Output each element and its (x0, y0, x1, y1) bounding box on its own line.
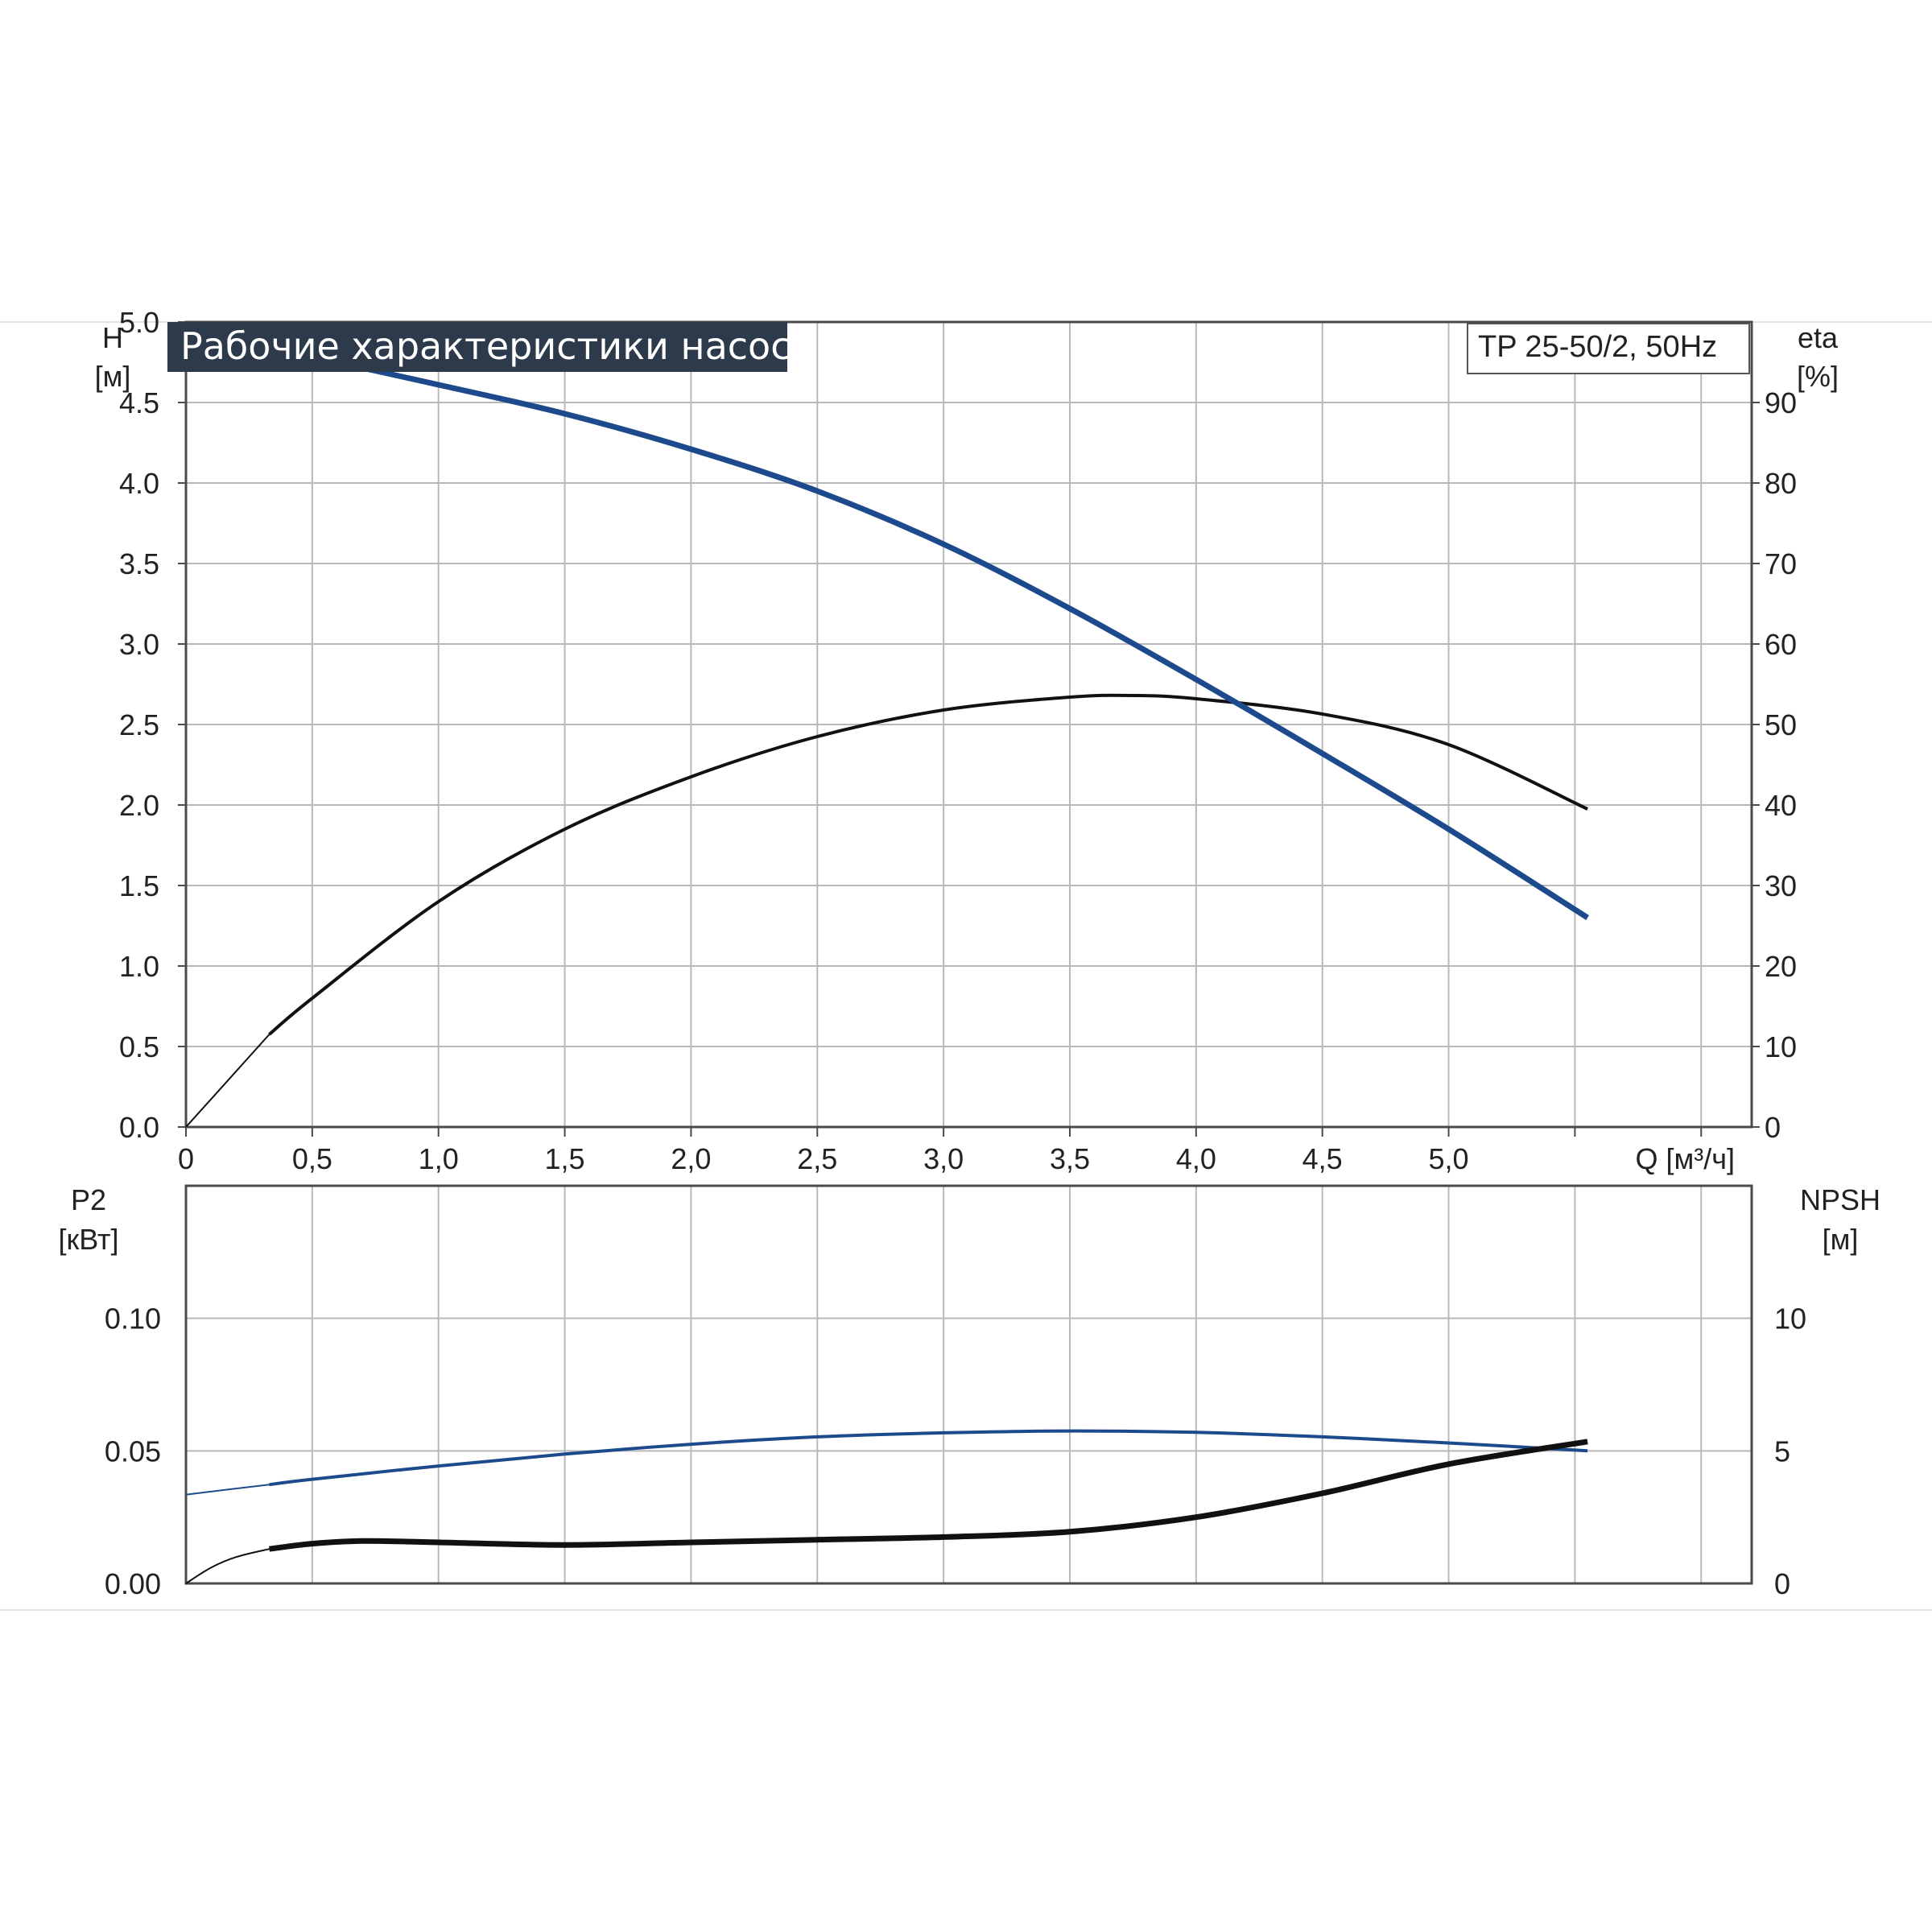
h-tick-label: 3.0 (119, 628, 159, 661)
head-curve (268, 348, 1589, 920)
x-tick-label: 1,0 (419, 1142, 459, 1175)
eta-tick-label: 20 (1765, 950, 1797, 983)
x-tick-label: 2,5 (797, 1142, 837, 1175)
eta-axis-label: eta (1798, 321, 1839, 354)
h-tick-label: 0.0 (119, 1111, 159, 1144)
eta-tick-label: 0 (1765, 1111, 1781, 1144)
npsh-tick-label: 0 (1774, 1567, 1790, 1600)
npsh-axis-label: NPSH (1800, 1183, 1880, 1216)
x-tick-label: 5,0 (1429, 1142, 1469, 1175)
h-tick-label: 5.0 (119, 306, 159, 339)
eta-tick-label: 60 (1765, 628, 1797, 661)
efficiency-curve-extension (185, 1034, 270, 1128)
x-tick-label: 0,5 (292, 1142, 332, 1175)
eta-tick-label: 80 (1765, 467, 1797, 500)
p2-axis-label: P2 (71, 1183, 106, 1216)
chart-title: Рабочие характеристики насоса (180, 324, 814, 368)
p2-tick-label: 0.10 (105, 1302, 161, 1335)
p2-tick-label: 0.00 (105, 1567, 161, 1600)
eta-axis-unit: [%] (1797, 360, 1839, 393)
x-tick-label: 3,5 (1050, 1142, 1090, 1175)
npsh-curve-extension (185, 1548, 270, 1584)
h-tick-label: 1.5 (119, 869, 159, 902)
eta-tick-label: 70 (1765, 547, 1797, 580)
q-axis-label: Q [м³/ч] (1635, 1142, 1735, 1175)
top-panel-curves (185, 331, 1589, 1128)
eta-tick-label: 10 (1765, 1030, 1797, 1063)
h-tick-label: 3.5 (119, 547, 159, 580)
h-tick-label: 0.5 (119, 1030, 159, 1063)
h-axis-unit: [м] (95, 360, 131, 393)
eta-tick-label: 50 (1765, 708, 1797, 741)
h-tick-label: 4.0 (119, 467, 159, 500)
npsh-tick-label: 5 (1774, 1435, 1790, 1468)
x-tick-label: 0 (178, 1142, 194, 1175)
h-tick-label: 2.5 (119, 708, 159, 741)
bottom-panel-grid (186, 1186, 1752, 1583)
h-tick-label: 2.0 (119, 789, 159, 822)
power-curve-extension (185, 1484, 270, 1496)
tick-labels: 0 0,5 1,0 1,5 2,0 2,5 3,0 3,5 4,0 4,5 5,0 0.0 0.5 1.0… (105, 306, 1806, 1600)
x-tick-label: 2,0 (671, 1142, 711, 1175)
efficiency-curve (268, 693, 1588, 1036)
h-tick-label: 4.5 (119, 386, 159, 419)
eta-tick-label: 90 (1765, 386, 1797, 419)
model-label: TP 25-50/2, 50Hz (1478, 330, 1717, 364)
eta-tick-label: 30 (1765, 869, 1797, 902)
h-tick-label: 1.0 (119, 950, 159, 983)
x-tick-label: 4,5 (1302, 1142, 1343, 1175)
x-tick-label: 1,5 (545, 1142, 585, 1175)
model-label-box (1467, 323, 1750, 374)
h-axis-label: H (102, 321, 123, 354)
title-box (167, 322, 787, 372)
npsh-axis-unit: [м] (1823, 1223, 1859, 1256)
power-curve (269, 1429, 1588, 1487)
p2-tick-label: 0.05 (105, 1435, 161, 1468)
bottom-panel-frame (184, 1184, 1753, 1585)
x-tick-label: 4,0 (1176, 1142, 1216, 1175)
x-tick-label: 3,0 (923, 1142, 964, 1175)
npsh-curve (269, 1439, 1588, 1552)
bottom-panel-curves (185, 1429, 1588, 1584)
eta-tick-label: 40 (1765, 789, 1797, 822)
p2-axis-unit: [кВт] (58, 1223, 118, 1256)
top-panel-grid (186, 321, 1752, 1127)
npsh-tick-label: 10 (1774, 1302, 1806, 1335)
